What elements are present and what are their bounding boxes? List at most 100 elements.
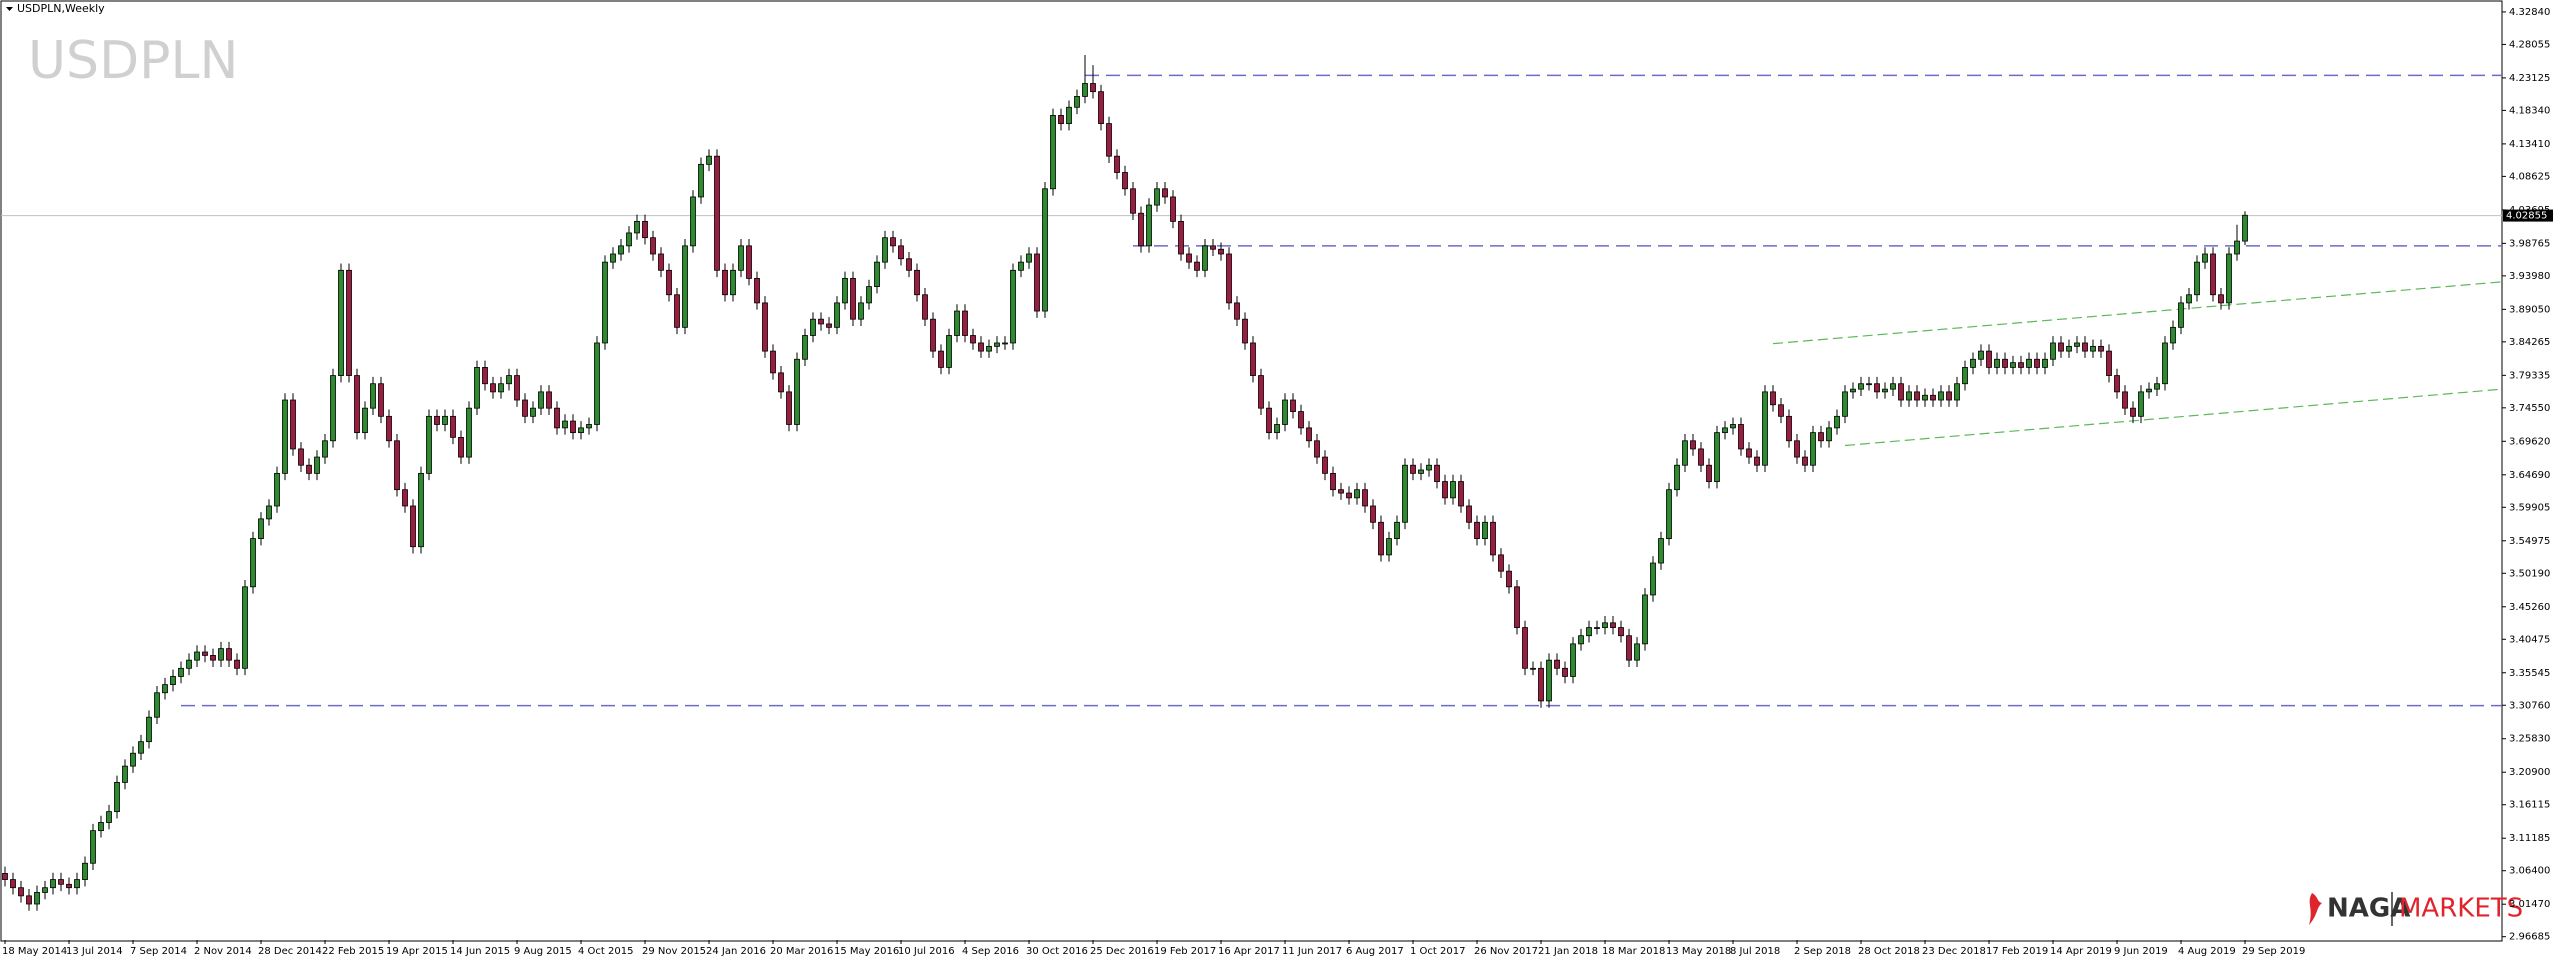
- candle-body: [2242, 214, 2248, 242]
- x-tick-label: 14 Jun 2015: [450, 946, 510, 957]
- candle-body: [1570, 643, 1576, 677]
- candle-body: [2194, 261, 2200, 296]
- candle-body: [1602, 622, 1608, 628]
- candle-body: [1562, 667, 1568, 677]
- candle-body: [722, 269, 728, 296]
- candle-body: [1298, 411, 1304, 429]
- x-tick-label: 15 May 2016: [834, 946, 899, 957]
- candle-body: [562, 420, 568, 429]
- y-tick-label: 3.11185: [2509, 833, 2550, 844]
- candle-body: [1146, 204, 1152, 247]
- candle-body: [490, 383, 496, 393]
- candle-body: [386, 415, 392, 442]
- x-tick-label: 4 Oct 2015: [578, 946, 633, 957]
- candle-body: [890, 237, 896, 247]
- candle-body: [570, 420, 576, 434]
- candle-body: [1842, 391, 1848, 417]
- candle-body: [2202, 253, 2208, 263]
- candle-body: [1258, 375, 1264, 409]
- candle-body: [1074, 96, 1080, 108]
- candle-body: [194, 651, 200, 661]
- candle-body: [1858, 383, 1864, 390]
- candle-body: [402, 489, 408, 507]
- x-tick-label: 7 Sep 2014: [130, 946, 187, 957]
- candle-body: [914, 269, 920, 296]
- candle-body: [2186, 294, 2192, 304]
- y-tick-label: 3.25830: [2509, 734, 2550, 745]
- candle-body: [1154, 188, 1160, 206]
- candle-body: [1738, 424, 1744, 450]
- x-tick-label: 25 Dec 2016: [1090, 946, 1154, 957]
- candle-body: [186, 659, 192, 669]
- candle-body: [1114, 155, 1120, 173]
- candle-body: [786, 391, 792, 425]
- candle-body: [1850, 388, 1856, 393]
- candle-body: [1178, 220, 1184, 255]
- candle-body: [666, 269, 672, 296]
- candles: [2, 54, 2248, 911]
- candle-body: [626, 232, 632, 247]
- candle-body: [338, 269, 344, 376]
- x-tick-label: 10 Jul 2016: [898, 946, 955, 957]
- candle-body: [50, 879, 56, 889]
- y-tick-label: 3.30760: [2509, 700, 2550, 711]
- candle-body: [1930, 394, 1936, 401]
- candle-body: [1170, 196, 1176, 222]
- logo-left: NAGA: [2327, 894, 2410, 924]
- candle-body: [282, 399, 288, 474]
- candle-body: [178, 667, 184, 677]
- candle-body: [2082, 342, 2088, 352]
- candle-body: [18, 887, 24, 897]
- candle-body: [850, 278, 856, 320]
- y-tick-label: 3.84265: [2509, 337, 2550, 348]
- candle-body: [906, 258, 912, 271]
- candle-body: [994, 342, 1000, 347]
- y-tick-label: 3.64690: [2509, 470, 2550, 481]
- candle-body: [1954, 383, 1960, 401]
- candle-body: [2210, 253, 2216, 296]
- candle-body: [154, 692, 160, 718]
- candle-body: [1066, 106, 1072, 124]
- x-tick-label: 14 Apr 2019: [2050, 946, 2112, 957]
- candle-body: [1306, 427, 1312, 442]
- candle-body: [2146, 388, 2152, 393]
- candle-body: [522, 399, 528, 417]
- candle-body: [1138, 212, 1144, 247]
- candle-body: [242, 586, 248, 669]
- candle-body: [466, 407, 472, 458]
- candle-body: [1394, 521, 1400, 539]
- y-tick-label: 3.01470: [2509, 899, 2550, 910]
- logo: NAGA MARKETS: [2309, 892, 2523, 926]
- candle-body: [426, 415, 432, 474]
- candle-body: [618, 245, 624, 255]
- candle-body: [1458, 481, 1464, 507]
- y-tick-label: 4.23125: [2509, 73, 2550, 84]
- candle-body: [1418, 469, 1424, 474]
- candle-body: [594, 342, 600, 425]
- candle-body: [634, 220, 640, 234]
- candle-body: [1714, 432, 1720, 482]
- y-tick-label: 3.20900: [2509, 767, 2550, 778]
- candle-body: [1058, 115, 1064, 124]
- candle-body: [962, 310, 968, 336]
- candle-body: [578, 427, 584, 434]
- candle-body: [1498, 554, 1504, 572]
- x-tick-label: 9 Jun 2019: [2114, 946, 2168, 957]
- candle-body: [1682, 440, 1688, 466]
- candle-body: [810, 318, 816, 336]
- candle-body: [770, 350, 776, 374]
- candle-body: [746, 245, 752, 279]
- candle-body: [1970, 358, 1976, 368]
- candle-body: [882, 237, 888, 263]
- x-tick-label: 2 Sep 2018: [1794, 946, 1851, 957]
- candle-body: [546, 391, 552, 409]
- candle-body: [1450, 481, 1456, 499]
- candle-body: [274, 472, 280, 507]
- candle-body: [210, 655, 216, 661]
- candle-body: [978, 342, 984, 352]
- candle-body: [1906, 391, 1912, 401]
- x-tick-label: 11 Jun 2017: [1282, 946, 1342, 957]
- candle-body: [1050, 115, 1056, 190]
